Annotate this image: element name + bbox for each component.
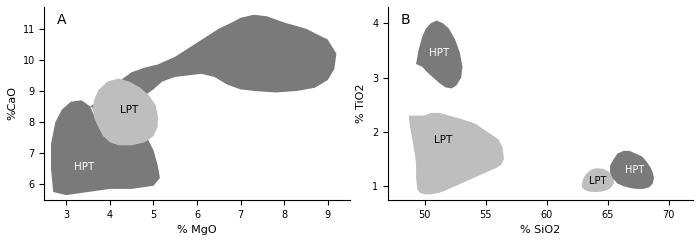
Polygon shape [610, 151, 654, 189]
Polygon shape [90, 15, 337, 116]
Polygon shape [582, 168, 614, 192]
X-axis label: % MgO: % MgO [177, 225, 217, 235]
Text: HPT: HPT [429, 48, 449, 58]
Text: LPT: LPT [120, 105, 139, 114]
Text: HPT: HPT [625, 165, 644, 175]
Y-axis label: %CaO: %CaO [7, 86, 17, 120]
Polygon shape [92, 78, 158, 145]
X-axis label: % SiO2: % SiO2 [520, 225, 561, 235]
Polygon shape [409, 113, 504, 194]
Text: LPT: LPT [434, 135, 452, 145]
Text: LPT: LPT [589, 176, 607, 186]
Polygon shape [51, 100, 160, 195]
Y-axis label: % TiO2: % TiO2 [356, 84, 367, 123]
Text: A: A [57, 13, 66, 27]
Polygon shape [416, 21, 463, 88]
Text: B: B [400, 13, 410, 27]
Text: HPT: HPT [74, 162, 94, 172]
